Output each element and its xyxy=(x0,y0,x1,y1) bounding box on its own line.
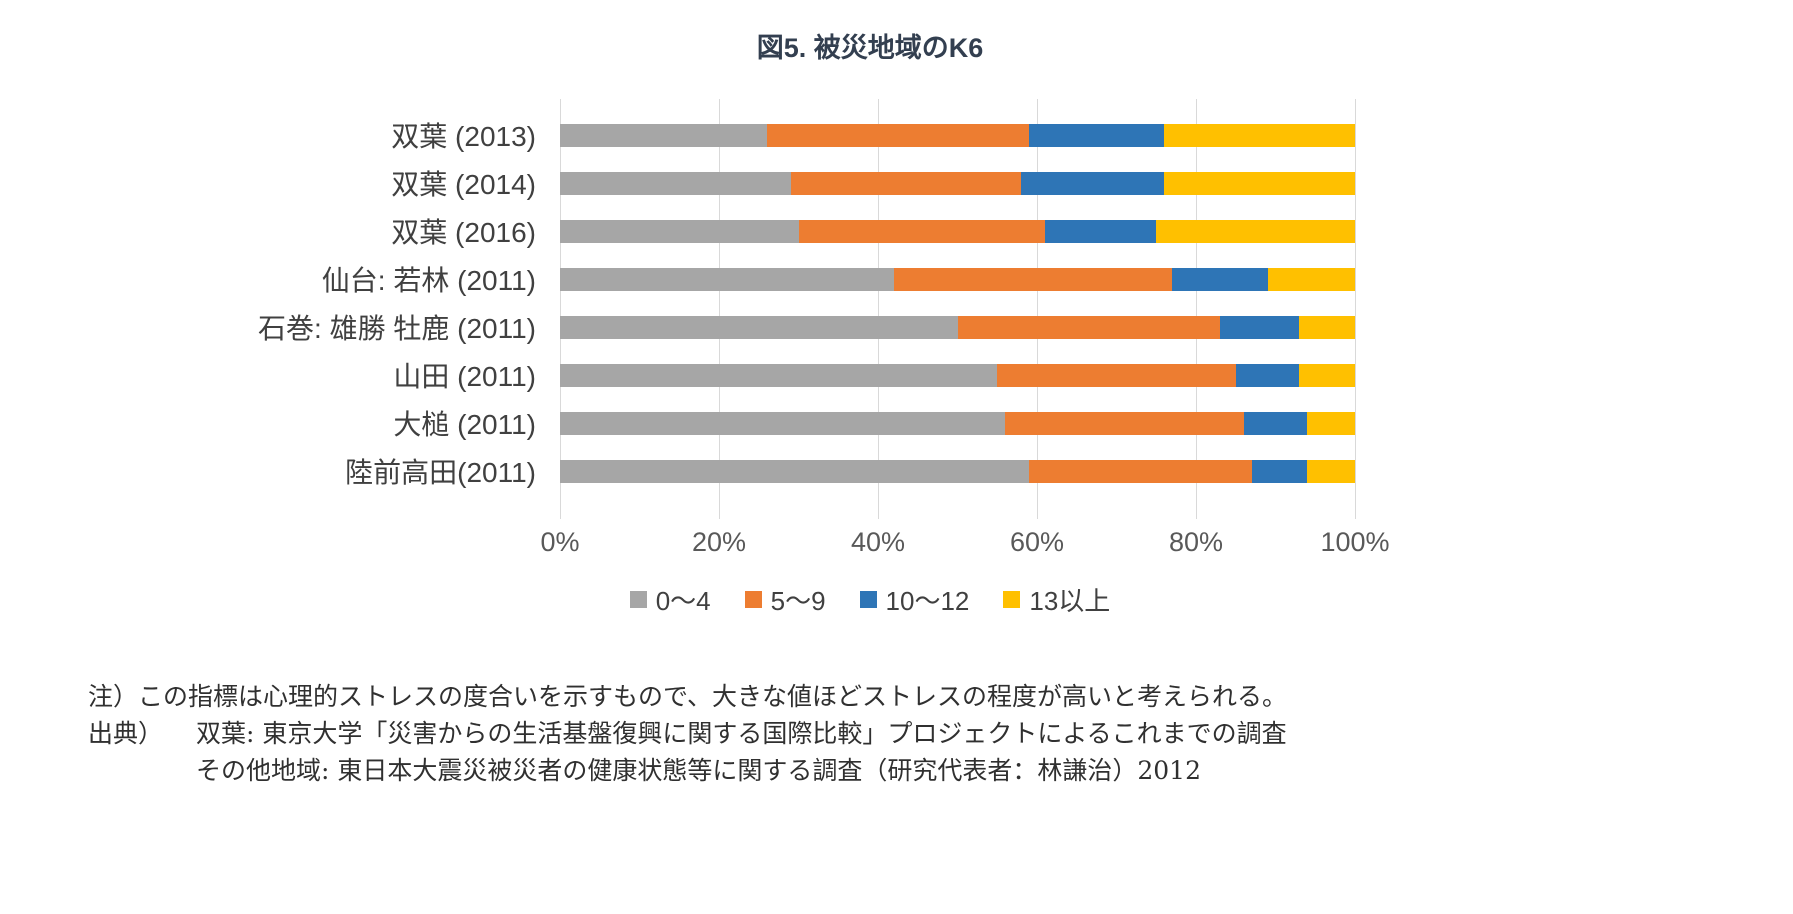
row-label: 双葉 (2016) xyxy=(391,217,536,248)
legend-item: 13以上 xyxy=(1003,581,1110,618)
axis-tick-label: 40% xyxy=(850,527,906,557)
stacked-bar xyxy=(560,123,1355,147)
bar-segment-5〜9 xyxy=(1005,411,1244,435)
bar-segment-10〜12 xyxy=(1251,459,1308,483)
bar-segment-5〜9 xyxy=(790,171,1022,195)
bar-row xyxy=(560,399,1355,447)
legend-label: 10〜12 xyxy=(885,586,970,616)
gridline xyxy=(1037,99,1038,519)
bar-segment-13以上 xyxy=(1299,315,1355,339)
bar-segment-10〜12 xyxy=(1219,315,1300,339)
axis-tick-label: 80% xyxy=(1168,527,1224,557)
stacked-bar xyxy=(560,267,1355,291)
gridline xyxy=(1355,99,1356,519)
bar-segment-5〜9 xyxy=(957,315,1220,339)
plot-area xyxy=(560,99,1356,519)
category-labels: 双葉 (2013) 双葉 (2014) 双葉 (2016) 仙台: 若林 (2011)… xyxy=(60,99,560,519)
bar-segment-5〜9 xyxy=(1029,459,1252,483)
bar-row xyxy=(560,111,1355,159)
row-label: 双葉 (2014) xyxy=(391,169,536,200)
bar-segment-0〜4 xyxy=(560,363,998,387)
gridlines xyxy=(560,99,1356,519)
row-label: 双葉 (2013) xyxy=(391,121,536,152)
row-label: 山田 (2011) xyxy=(393,361,536,392)
bar-row xyxy=(560,255,1355,303)
chart-title: 図5. 被災地域のK6 xyxy=(756,33,984,63)
bar-segment-10〜12 xyxy=(1235,363,1300,387)
bar-segment-0〜4 xyxy=(560,171,791,195)
axis-tick-label: 0% xyxy=(540,527,580,557)
bar-segment-0〜4 xyxy=(560,267,894,291)
legend-swatch-icon xyxy=(859,591,877,608)
gridline xyxy=(560,99,561,519)
k6-stacked-bar-chart: 双葉 (2013) 双葉 (2014) 双葉 (2016) 仙台: 若林 (2011)… xyxy=(60,99,1793,519)
bar-segment-0〜4 xyxy=(560,123,767,147)
note-line: 注）この指標は心理的ストレスの度合いを示すもので、大きな値ほどストレスの程度が高… xyxy=(88,682,1288,711)
legend-item: 10〜12 xyxy=(859,581,970,618)
source-line: 出典） 双葉: 東京大学「災害からの生活基盤復興に関する国際比較」プロジェクトに… xyxy=(88,715,1793,752)
legend-swatch-icon xyxy=(629,591,647,608)
stacked-bar xyxy=(560,411,1355,435)
bar-segment-0〜4 xyxy=(560,219,799,243)
bar-segment-10〜12 xyxy=(1243,411,1308,435)
bar-segment-13以上 xyxy=(1299,363,1355,387)
gridline xyxy=(1196,99,1197,519)
bar-segment-10〜12 xyxy=(1172,267,1268,291)
bar-segment-5〜9 xyxy=(798,219,1045,243)
bar-segment-13以上 xyxy=(1307,459,1355,483)
gridline xyxy=(719,99,720,519)
bar-segment-13以上 xyxy=(1156,219,1355,243)
footnotes: 注）この指標は心理的ストレスの度合いを示すもので、大きな値ほどストレスの程度が高… xyxy=(88,678,1793,789)
bar-segment-13以上 xyxy=(1164,171,1355,195)
bar-segment-13以上 xyxy=(1307,411,1355,435)
legend-label: 13以上 xyxy=(1029,586,1111,616)
bar-row xyxy=(560,303,1355,351)
stacked-bar xyxy=(560,459,1355,483)
axis-tick-label: 20% xyxy=(691,527,747,557)
row-label: 大槌 (2011) xyxy=(393,409,536,440)
gridline xyxy=(878,99,879,519)
legend-item: 0〜4 xyxy=(629,581,711,618)
legend-label: 5〜9 xyxy=(770,586,826,616)
bar-segment-5〜9 xyxy=(893,267,1173,291)
source-text-1: 双葉: 東京大学「災害からの生活基盤復興に関する国際比較」プロジェクトによるこれ… xyxy=(196,719,1287,748)
axis-tick-label: 100% xyxy=(1320,527,1390,557)
bar-segment-13以上 xyxy=(1267,267,1355,291)
stacked-bar xyxy=(560,363,1355,387)
legend-label: 0〜4 xyxy=(655,586,711,616)
axis-tick-label: 60% xyxy=(1009,527,1065,557)
x-axis: 0% 20% 40% 60% 80% 100% xyxy=(540,519,1389,565)
legend: 0〜4 5〜9 10〜12 13以上 xyxy=(60,581,1680,618)
source-label: 出典） xyxy=(88,719,164,748)
bar-segment-5〜9 xyxy=(997,363,1236,387)
bar-segment-10〜12 xyxy=(1029,123,1165,147)
bar-segment-0〜4 xyxy=(560,411,1006,435)
source-text-2: その他地域: 東日本大震災被災者の健康状態等に関する調査（研究代表者：林謙治）2… xyxy=(196,756,1201,785)
bar-segment-5〜9 xyxy=(766,123,1030,147)
bar-row xyxy=(560,159,1355,207)
row-label: 仙台: 若林 (2011) xyxy=(321,265,536,296)
bar-segment-0〜4 xyxy=(560,315,958,339)
legend-swatch-icon xyxy=(744,591,762,608)
bar-segment-0〜4 xyxy=(560,459,1030,483)
stacked-bar xyxy=(560,171,1355,195)
row-label: 石巻: 雄勝 牡鹿 (2011) xyxy=(258,313,536,344)
legend-item: 5〜9 xyxy=(744,581,826,618)
stacked-bar xyxy=(560,219,1355,243)
legend-swatch-icon xyxy=(1003,591,1021,608)
bar-rows xyxy=(560,111,1355,495)
bar-segment-13以上 xyxy=(1164,123,1355,147)
bar-row xyxy=(560,207,1355,255)
bar-segment-10〜12 xyxy=(1044,219,1157,243)
bar-segment-10〜12 xyxy=(1021,171,1165,195)
bar-row xyxy=(560,447,1355,495)
row-label: 陸前高田(2011) xyxy=(345,457,536,488)
stacked-bar xyxy=(560,315,1355,339)
bar-row xyxy=(560,351,1355,399)
